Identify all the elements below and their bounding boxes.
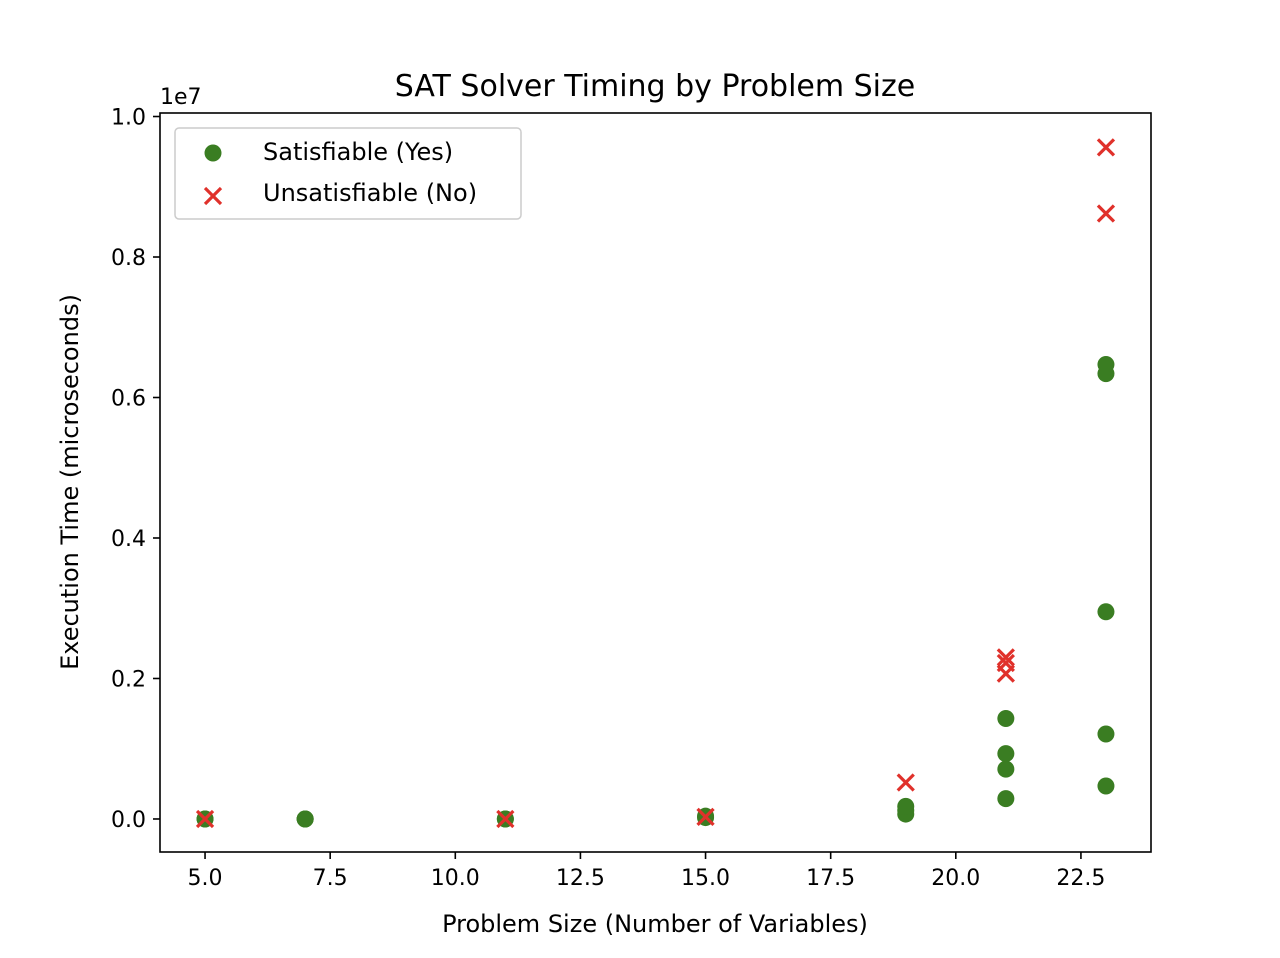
satisfiable-point bbox=[296, 810, 314, 828]
y-tick-label: 0.2 bbox=[111, 667, 146, 692]
x-axis: 5.0 7.5 10.0 12.5 15.0 17.5 20.0 22.5 bbox=[188, 852, 1105, 891]
legend-label-unsatisfiable: Unsatisfiable (No) bbox=[263, 179, 477, 207]
satisfiable-point bbox=[997, 710, 1015, 728]
x-tick-label: 15.0 bbox=[681, 866, 730, 891]
satisfiable-point bbox=[1097, 603, 1115, 621]
y-axis-label: Execution Time (microseconds) bbox=[56, 294, 84, 670]
y-tick-label: 1.0 bbox=[111, 106, 146, 131]
legend-box bbox=[174, 127, 522, 220]
legend: Satisfiable (Yes) Unsatisfiable (No) bbox=[174, 127, 522, 220]
chart-title: SAT Solver Timing by Problem Size bbox=[395, 69, 915, 104]
x-tick-label: 12.5 bbox=[556, 866, 605, 891]
x-tick-label: 20.0 bbox=[931, 866, 980, 891]
unsatisfiable-point bbox=[1096, 204, 1116, 223]
y-tick-label: 0.6 bbox=[111, 387, 146, 412]
legend-marker-unsatisfiable bbox=[203, 186, 223, 206]
unsatisfiable-point bbox=[996, 653, 1015, 673]
x-tick-label: 5.0 bbox=[188, 866, 223, 891]
satisfiable-point bbox=[1097, 355, 1115, 373]
x-axis-label: Problem Size (Number of Variables) bbox=[442, 910, 868, 938]
unsatisfiable-point bbox=[996, 648, 1015, 667]
y-axis-multiplier: 1e7 bbox=[160, 85, 202, 110]
axes-frame bbox=[159, 112, 1152, 853]
unsatisfiable-point bbox=[496, 809, 515, 829]
unsatisfiable-point bbox=[1096, 138, 1116, 157]
y-tick-label: 0.4 bbox=[111, 527, 146, 552]
satisfiable-point bbox=[897, 797, 915, 815]
plot-area bbox=[195, 138, 1116, 829]
unsatisfiable-point bbox=[696, 807, 715, 827]
satisfiable-point bbox=[997, 790, 1015, 808]
satisfiable-point bbox=[1097, 725, 1115, 743]
unsatisfiable-point bbox=[195, 809, 215, 829]
satisfiable-point bbox=[997, 745, 1015, 763]
y-tick-label: 0.8 bbox=[111, 246, 146, 271]
x-tick-label: 22.5 bbox=[1056, 866, 1105, 891]
satisfiable-point bbox=[997, 760, 1015, 778]
legend-marker-satisfiable bbox=[204, 144, 222, 162]
satisfiable-point bbox=[1097, 777, 1115, 795]
unsatisfiable-point bbox=[896, 773, 915, 792]
y-axis: 0.0 0.2 0.4 0.6 0.8 1.0 bbox=[111, 106, 160, 833]
legend-label-satisfiable: Satisfiable (Yes) bbox=[263, 138, 453, 166]
y-tick-label: 0.0 bbox=[111, 808, 146, 833]
x-tick-label: 7.5 bbox=[313, 866, 348, 891]
x-tick-label: 17.5 bbox=[806, 866, 855, 891]
x-tick-label: 10.0 bbox=[431, 866, 480, 891]
